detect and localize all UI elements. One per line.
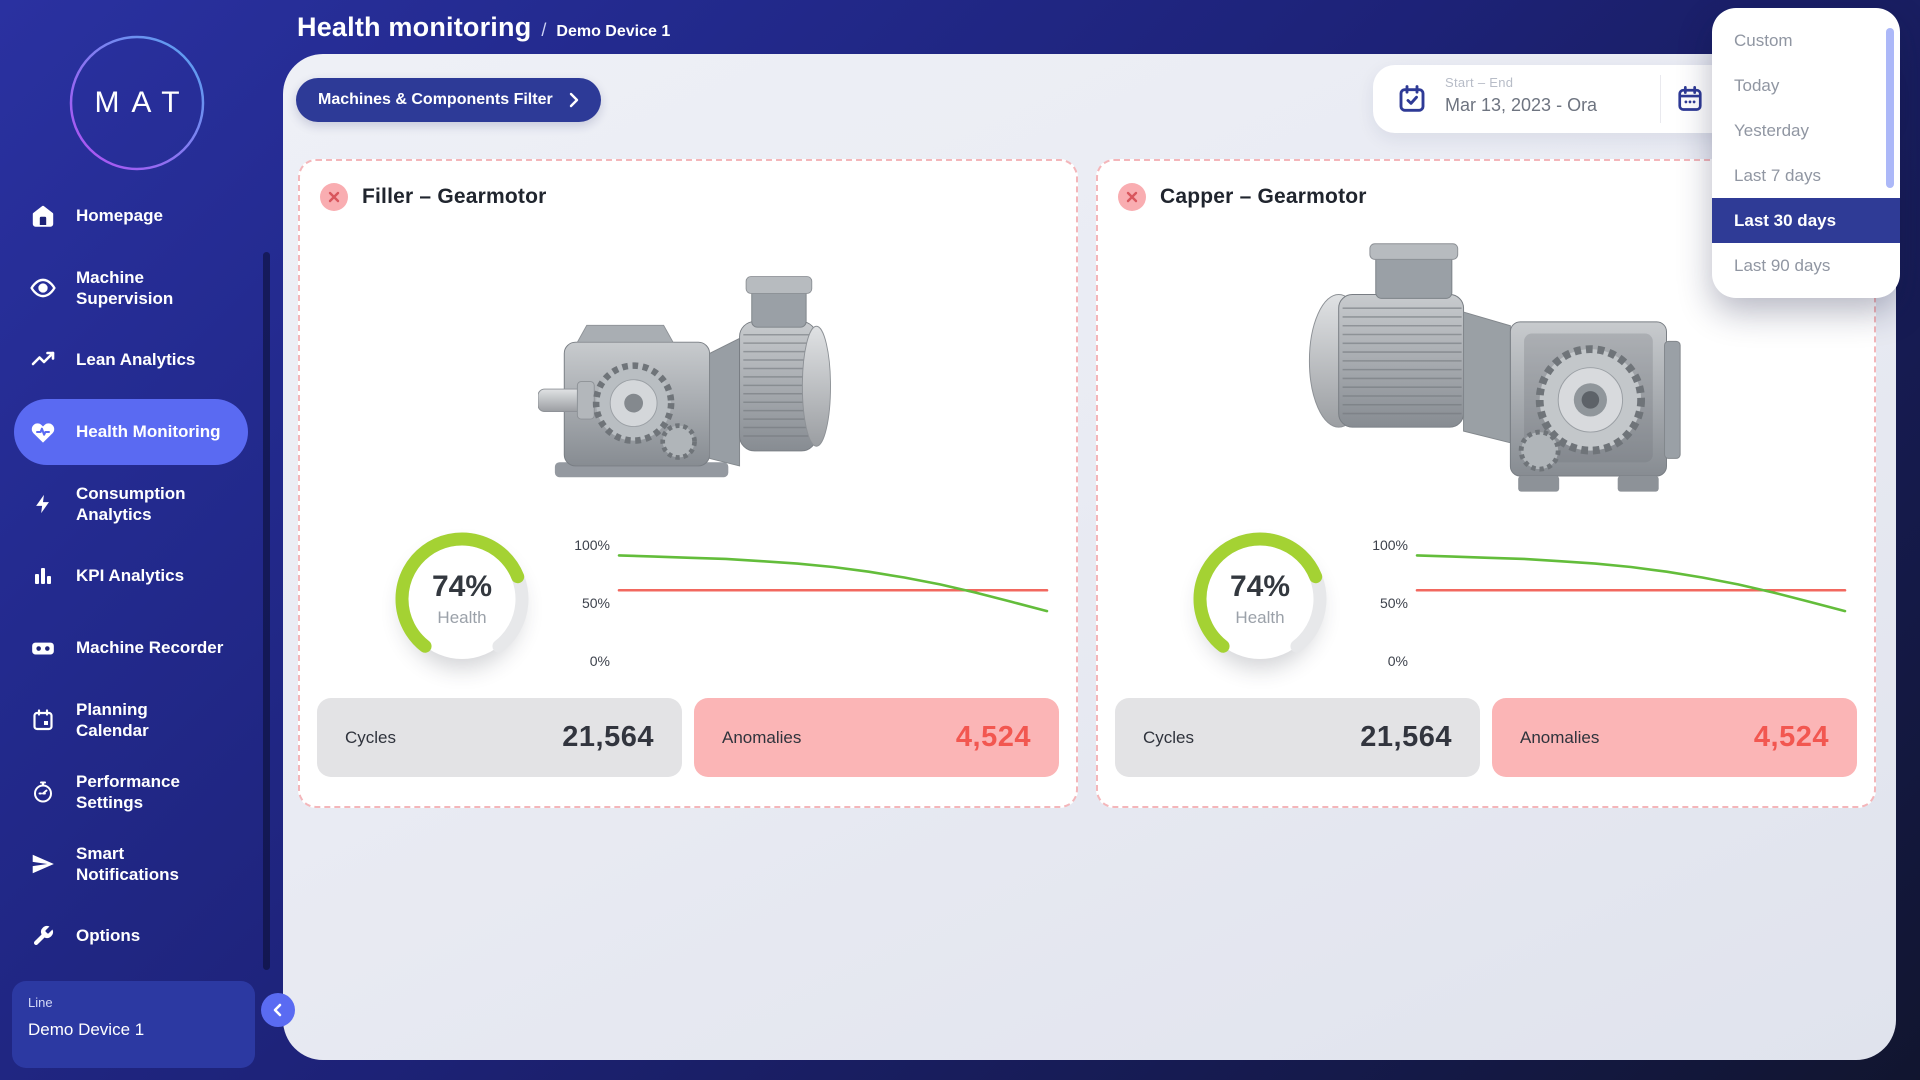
ytick-0: 0% xyxy=(589,653,610,669)
sidebar-collapse-button[interactable] xyxy=(261,993,295,1027)
sidebar-item-health-monitoring[interactable]: Health Monitoring xyxy=(14,399,248,465)
menu-item-last-30-days[interactable]: Last 30 days xyxy=(1712,198,1900,243)
close-icon xyxy=(1126,191,1138,203)
health-gauge: 74% Health xyxy=(392,529,532,669)
close-icon xyxy=(328,191,340,203)
trend-plot xyxy=(617,554,1049,613)
breadcrumb: Health monitoring / Demo Device 1 xyxy=(297,12,670,43)
wrench-icon xyxy=(30,923,56,949)
breadcrumb-device: Demo Device 1 xyxy=(556,23,671,40)
line-device-panel[interactable]: Line Demo Device 1 xyxy=(12,981,255,1068)
ytick-0: 0% xyxy=(1387,653,1408,669)
health-label: Health xyxy=(437,608,487,627)
gearmotor-image xyxy=(1308,243,1681,492)
menu-scrollbar[interactable] xyxy=(1886,28,1894,188)
page-title: Health monitoring xyxy=(297,12,532,42)
chevron-left-icon xyxy=(273,1003,282,1017)
anomalies-stat: Anomalies 4,524 xyxy=(1492,698,1857,777)
ytick-100: 100% xyxy=(1372,537,1408,553)
logo-ring-icon xyxy=(69,35,205,171)
health-percent: 74% xyxy=(1229,570,1291,603)
cycles-stat: Cycles 21,564 xyxy=(317,698,682,777)
heart-pulse-icon xyxy=(30,419,56,445)
remove-component-button[interactable] xyxy=(1118,183,1146,211)
chevron-right-icon xyxy=(569,92,578,108)
health-trend-chart: 100% 50% 0% xyxy=(565,529,1049,669)
component-card-capper-gearmotor: Capper – Gearmotor xyxy=(1096,159,1876,808)
menu-item-last-90-days[interactable]: Last 90 days xyxy=(1734,255,1831,275)
line-label: Line xyxy=(28,995,53,1010)
anomalies-value: 4,524 xyxy=(1753,721,1829,753)
sidebar-item-homepage[interactable]: Homepage xyxy=(14,180,248,252)
cycles-stat: Cycles 21,564 xyxy=(1115,698,1480,777)
cycles-value: 21,564 xyxy=(562,721,654,753)
gearmotor-image xyxy=(538,276,831,478)
ytick-100: 100% xyxy=(574,537,610,553)
sidebar-scrollbar[interactable] xyxy=(263,252,270,970)
health-trend-chart: 100% 50% 0% xyxy=(1363,529,1847,669)
sidebar-nav: Homepage Machine Supervision Lean Analyt… xyxy=(14,180,248,972)
sidebar-item-consumption-analytics[interactable]: Consumption Analytics xyxy=(14,468,248,540)
sidebar-item-kpi-analytics[interactable]: KPI Analytics xyxy=(14,540,248,612)
sidebar-item-lean-analytics[interactable]: Lean Analytics xyxy=(14,324,248,396)
anomalies-value: 4,524 xyxy=(955,721,1031,753)
logo-text: MAT xyxy=(94,86,192,119)
anomalies-stat: Anomalies 4,524 xyxy=(694,698,1059,777)
sidebar-item-performance-settings[interactable]: Performance Settings xyxy=(14,756,248,828)
date-preset-menu: Custom Today Yesterday Last 7 days Last … xyxy=(1712,8,1900,298)
date-range-field[interactable]: Start – End Mar 13, 2023 - Ora xyxy=(1373,65,1660,133)
cycles-value: 21,564 xyxy=(1360,721,1452,753)
sidebar-item-options[interactable]: Options xyxy=(14,900,248,972)
bar-chart-icon xyxy=(30,563,56,589)
health-gauge: 74% Health xyxy=(1190,529,1330,669)
ytick-50: 50% xyxy=(581,595,610,611)
ytick-50: 50% xyxy=(1379,595,1408,611)
sidebar-item-smart-notifications[interactable]: Smart Notifications xyxy=(14,828,248,900)
eye-icon xyxy=(30,275,56,301)
health-gauge-arc xyxy=(1193,532,1327,653)
device-name: Demo Device 1 xyxy=(28,1020,145,1039)
trend-plot xyxy=(1415,554,1847,613)
component-card-filler-gearmotor: Filler – Gearmotor xyxy=(298,159,1078,808)
menu-item-custom[interactable]: Custom xyxy=(1734,30,1793,50)
trend-line-icon xyxy=(30,347,56,373)
menu-item-last-7-days[interactable]: Last 7 days xyxy=(1734,165,1821,185)
card-title: Filler – Gearmotor xyxy=(362,185,547,208)
stopwatch-icon xyxy=(30,779,56,805)
card-title: Capper – Gearmotor xyxy=(1160,185,1367,208)
recorder-icon xyxy=(30,635,56,661)
menu-item-today[interactable]: Today xyxy=(1734,75,1780,95)
menu-item-yesterday[interactable]: Yesterday xyxy=(1734,120,1809,140)
date-range-value: Mar 13, 2023 - Ora xyxy=(1445,95,1598,115)
health-percent: 74% xyxy=(431,570,493,603)
calendar-presets-icon[interactable] xyxy=(1676,85,1704,113)
lightning-bolt-icon xyxy=(30,491,56,517)
health-gauge-arc xyxy=(395,532,529,653)
calendar-check-icon xyxy=(1399,85,1425,112)
sidebar: MAT Homepage Machine Supervision Lean An… xyxy=(0,0,282,1080)
breadcrumb-separator: / xyxy=(541,20,547,40)
calendar-icon xyxy=(30,707,56,733)
paper-plane-icon xyxy=(30,851,56,877)
remove-component-button[interactable] xyxy=(320,183,348,211)
toolbar-divider xyxy=(1660,75,1661,123)
logo: MAT xyxy=(67,33,207,173)
home-icon xyxy=(30,203,56,229)
sidebar-item-machine-supervision[interactable]: Machine Supervision xyxy=(14,252,248,324)
date-range-label: Start – End xyxy=(1445,75,1514,90)
health-label: Health xyxy=(1235,608,1285,627)
sidebar-item-planning-calendar[interactable]: Planning Calendar xyxy=(14,684,248,756)
sidebar-item-machine-recorder[interactable]: Machine Recorder xyxy=(14,612,248,684)
machines-components-filter-button[interactable]: Machines & Components Filter xyxy=(296,78,601,122)
